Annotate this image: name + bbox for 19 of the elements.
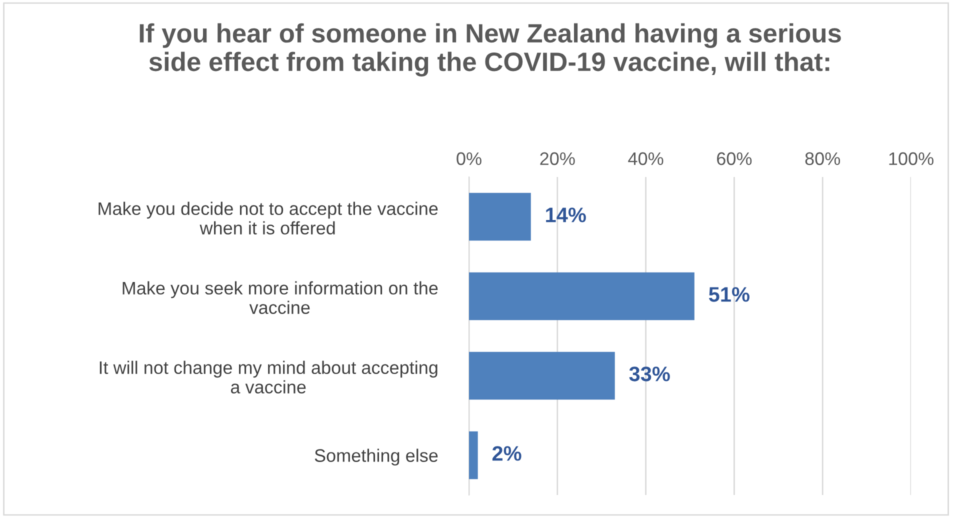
x-tick-label: 80%: [805, 152, 840, 166]
y-tick-label: Make you decide not to accept the vaccine when it is offered: [98, 202, 438, 235]
x-tick-label: 100%: [889, 152, 934, 166]
y-tick-label: It will not change my mind about accepting a vaccine: [100, 360, 438, 394]
chart-title: If you hear of someone in New Zealand having a serious side effect from taking the COVID-19 vaccine, will that:: [140, 23, 841, 77]
bar: [469, 272, 694, 320]
x-tick-label: 0%: [456, 152, 482, 166]
data-label: 14%: [546, 208, 586, 222]
y-tick-label: Something else: [314, 448, 438, 466]
y-tick-label: Make you seek more information on the vaccine: [122, 281, 438, 314]
x-tick-label: 40%: [628, 152, 664, 166]
data-label: 2%: [492, 446, 522, 461]
bar: [469, 192, 531, 241]
bar: [469, 352, 615, 400]
data-label: 51%: [708, 287, 750, 302]
x-tick-label: 20%: [540, 152, 575, 166]
x-tick-label: 60%: [717, 152, 752, 166]
data-label: 33%: [629, 366, 670, 382]
bar: [469, 431, 478, 480]
